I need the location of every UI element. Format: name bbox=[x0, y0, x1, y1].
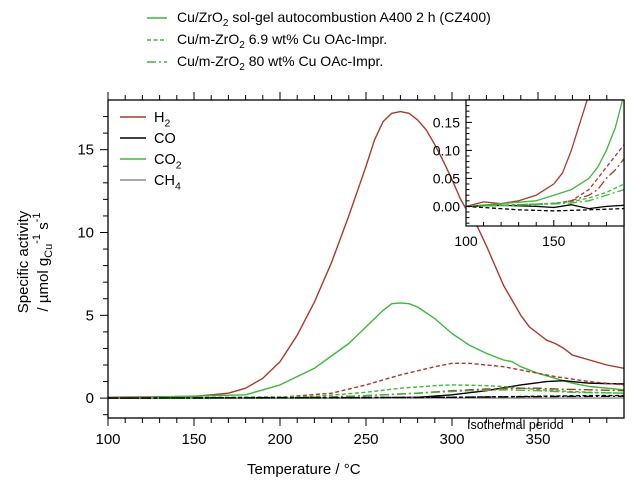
x-tick-label: 350 bbox=[525, 431, 550, 448]
inset-y-tick-label: 0.10 bbox=[433, 142, 460, 158]
inset-y-tick-label: 0.15 bbox=[433, 114, 460, 130]
x-tick-label: 250 bbox=[353, 431, 378, 448]
y-axis-label-line1: Specific activity bbox=[15, 210, 32, 313]
inset-y-tick-label: 0.05 bbox=[433, 170, 460, 186]
y-tick-label: 10 bbox=[77, 225, 94, 242]
x-tick-label: 300 bbox=[439, 431, 464, 448]
x-tick-label: 100 bbox=[95, 431, 120, 448]
y-tick-label: 15 bbox=[77, 142, 94, 159]
inset-x-tick-label: 150 bbox=[542, 233, 566, 249]
top-legend: Cu/ZrO2 sol-gel autocombustion A400 2 h … bbox=[147, 9, 491, 73]
inset-plot: 100 150 0.00 0.05 0.10 0.15 bbox=[433, 0, 624, 249]
legend-label-co2: CO2 bbox=[154, 152, 182, 171]
inset-y-tick-label: 0.00 bbox=[433, 198, 460, 214]
legend-label-co: CO bbox=[154, 131, 176, 147]
species-legend: H2 CO CO2 CH4 bbox=[120, 110, 182, 192]
x-tick-label: 200 bbox=[267, 431, 292, 448]
top-legend-label: Cu/m-ZrO2 6.9 wt% Cu OAc-Impr. bbox=[177, 31, 387, 51]
series-line-co2-solid bbox=[108, 303, 635, 398]
y-axis-label-line2: / µmol gCu-1 s-1 bbox=[31, 213, 55, 312]
legend-label-h2: H2 bbox=[154, 110, 170, 129]
top-legend-label: Cu/ZrO2 sol-gel autocombustion A400 2 h … bbox=[177, 9, 491, 29]
annotation-isothermal: Isothermal period bbox=[467, 418, 564, 432]
y-tick-label: 0 bbox=[86, 390, 94, 407]
top-legend-label: Cu/m-ZrO2 80 wt% Cu OAc-Impr. bbox=[177, 53, 383, 73]
x-axis-label: Temperature / °C bbox=[247, 461, 361, 478]
inset-x-tick-label: 100 bbox=[454, 233, 478, 249]
legend-label-ch4: CH4 bbox=[154, 173, 181, 192]
y-tick-label: 5 bbox=[86, 307, 94, 324]
x-tick-label: 150 bbox=[181, 431, 206, 448]
